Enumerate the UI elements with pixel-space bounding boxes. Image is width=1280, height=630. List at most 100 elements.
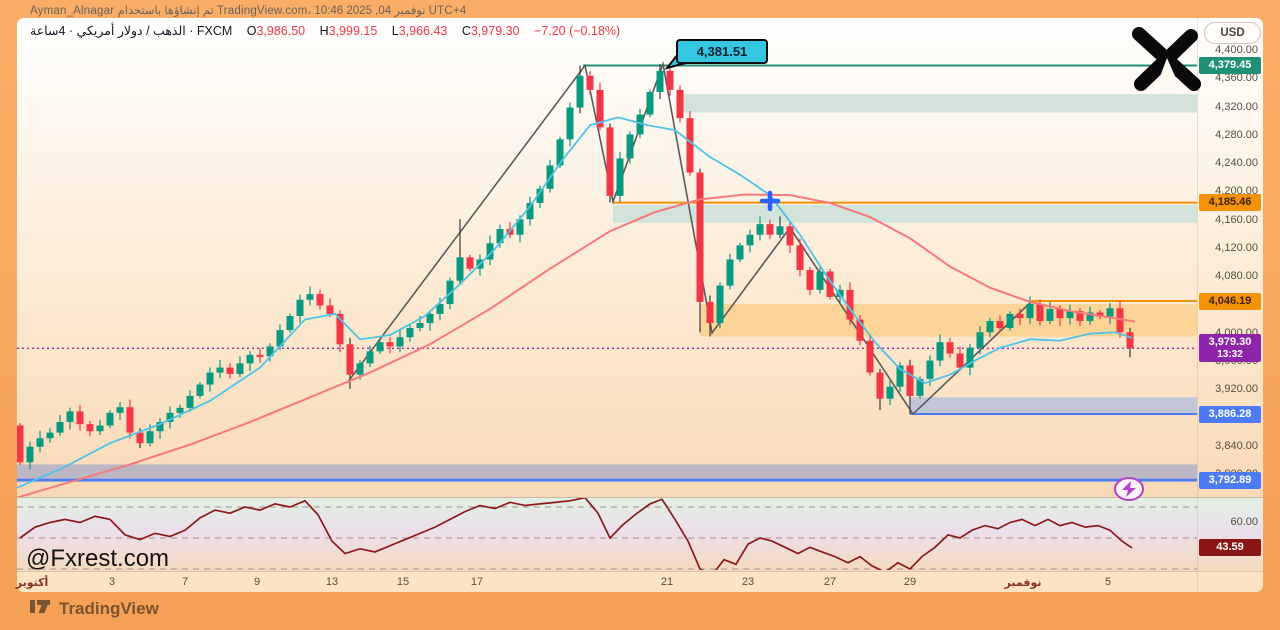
candle-body (406, 328, 414, 338)
candle-body (156, 422, 164, 432)
candle-body (726, 259, 734, 286)
candle-body (536, 188, 544, 203)
candle-body (866, 340, 874, 373)
time-label-3[interactable]: 3 (108, 576, 116, 588)
candle-body (1056, 308, 1064, 319)
candle-body (1046, 308, 1054, 321)
symbol-ohlc-line[interactable]: الذهب / دولار أمريكي · 4ساعة · FXCM O3,9… (30, 23, 620, 38)
price-callout[interactable]: 4,381.51 (676, 39, 768, 64)
candle-body (126, 407, 134, 433)
candle-body (566, 107, 574, 140)
time-label-أكتوبر[interactable]: أكتوبر (15, 577, 49, 589)
candle-body (106, 412, 114, 426)
candle-body (96, 425, 104, 432)
time-label-5[interactable]: 5 (1104, 576, 1112, 588)
candle-body (666, 70, 674, 90)
ma-slow-line[interactable] (17, 193, 1136, 497)
tradingview-footer-logo[interactable]: TradingView (30, 599, 159, 619)
time-label-21[interactable]: 21 (660, 576, 674, 588)
candle-body (226, 367, 234, 374)
candle-body (646, 91, 654, 115)
candle-body (176, 407, 184, 413)
candle-body (216, 367, 224, 373)
price-tick-3840: 3,840.00 (1215, 439, 1258, 452)
candle-body (896, 365, 904, 387)
supply-zone-4320[interactable] (678, 94, 1197, 113)
candle-body (1006, 313, 1014, 329)
close-label: C (461, 24, 471, 38)
candle-body (346, 344, 354, 375)
candle-body (436, 303, 444, 314)
price-tick-3920: 3,920.00 (1215, 383, 1258, 396)
candle-body (926, 360, 934, 379)
time-label-27[interactable]: 27 (823, 576, 837, 588)
rsi-value-badge: 43.59 (1199, 539, 1261, 557)
candle-body (1016, 313, 1024, 319)
candles-group (17, 63, 1134, 470)
candle-body (576, 75, 584, 108)
time-label-23[interactable]: 23 (741, 576, 755, 588)
cross-marker (759, 190, 781, 212)
candle-body (86, 424, 94, 432)
candle-body (846, 289, 854, 320)
candle-body (136, 432, 144, 444)
time-label-9[interactable]: 9 (253, 576, 261, 588)
price-tick-4320: 4,320.00 (1215, 100, 1258, 113)
candle-body (796, 245, 804, 271)
time-label-29[interactable]: 29 (903, 576, 917, 588)
watermark-text: @Fxrest.com (26, 545, 170, 572)
rsi-line[interactable] (19, 498, 1133, 576)
price-tick-4360: 4,360.00 (1215, 72, 1258, 85)
candle-body (276, 330, 284, 347)
candle-body (146, 431, 154, 444)
lightning-bolt-glyph (1122, 481, 1136, 497)
candle-body (596, 89, 604, 128)
price-badge-404619: 4,046.19 (1199, 292, 1261, 310)
candle-body (196, 384, 204, 396)
attribution-line: Ayman_Alnagar تم إنشاؤها باستخدام Tradin… (30, 5, 467, 17)
candle-body (26, 446, 34, 463)
time-label-13[interactable]: 13 (325, 576, 339, 588)
candle-body (876, 372, 884, 399)
tradingview-logo-icon (30, 600, 52, 618)
candle-body (716, 285, 724, 324)
candle-body (486, 243, 494, 260)
tradingview-logo-text: TradingView (59, 599, 159, 618)
time-label-17[interactable]: 17 (470, 576, 484, 588)
candle-body (166, 412, 174, 423)
symbol-title[interactable]: الذهب / دولار أمريكي · 4ساعة · FXCM (30, 24, 233, 38)
candle-body (366, 351, 374, 364)
candle-body (246, 354, 254, 364)
open-value: 3,986.50 (256, 24, 306, 38)
candle-body (76, 411, 84, 425)
candle-body (296, 299, 304, 317)
candle-body (186, 395, 194, 408)
candle-body (426, 313, 434, 324)
orange-zone-4020[interactable] (700, 303, 1197, 337)
candle-body (706, 301, 714, 324)
currency-usd-button[interactable]: USD (1204, 22, 1261, 44)
time-label-7[interactable]: 7 (181, 576, 189, 588)
demand-zone-3810[interactable] (17, 464, 1197, 483)
time-axis-strip[interactable] (17, 571, 1263, 592)
candle-body (976, 332, 984, 348)
ma-fast-line[interactable] (17, 116, 1133, 489)
candle-body (746, 234, 754, 246)
candle-body (526, 202, 534, 220)
candle-body (696, 172, 704, 302)
demand-zone-4160[interactable] (613, 205, 1197, 223)
price-badge-437945: 4,379.45 (1199, 57, 1261, 75)
low-label: L (391, 24, 399, 38)
candle-body (986, 320, 994, 333)
candle-body (806, 270, 814, 290)
candle-body (456, 257, 464, 281)
candle-body (17, 425, 24, 463)
time-label-نوفمبر[interactable]: نوفمبر (1004, 577, 1042, 589)
candle-body (386, 342, 394, 347)
demand-zone-3900[interactable] (910, 397, 1197, 415)
candle-body (306, 294, 314, 300)
time-label-15[interactable]: 15 (396, 576, 410, 588)
candle-body (496, 229, 504, 244)
